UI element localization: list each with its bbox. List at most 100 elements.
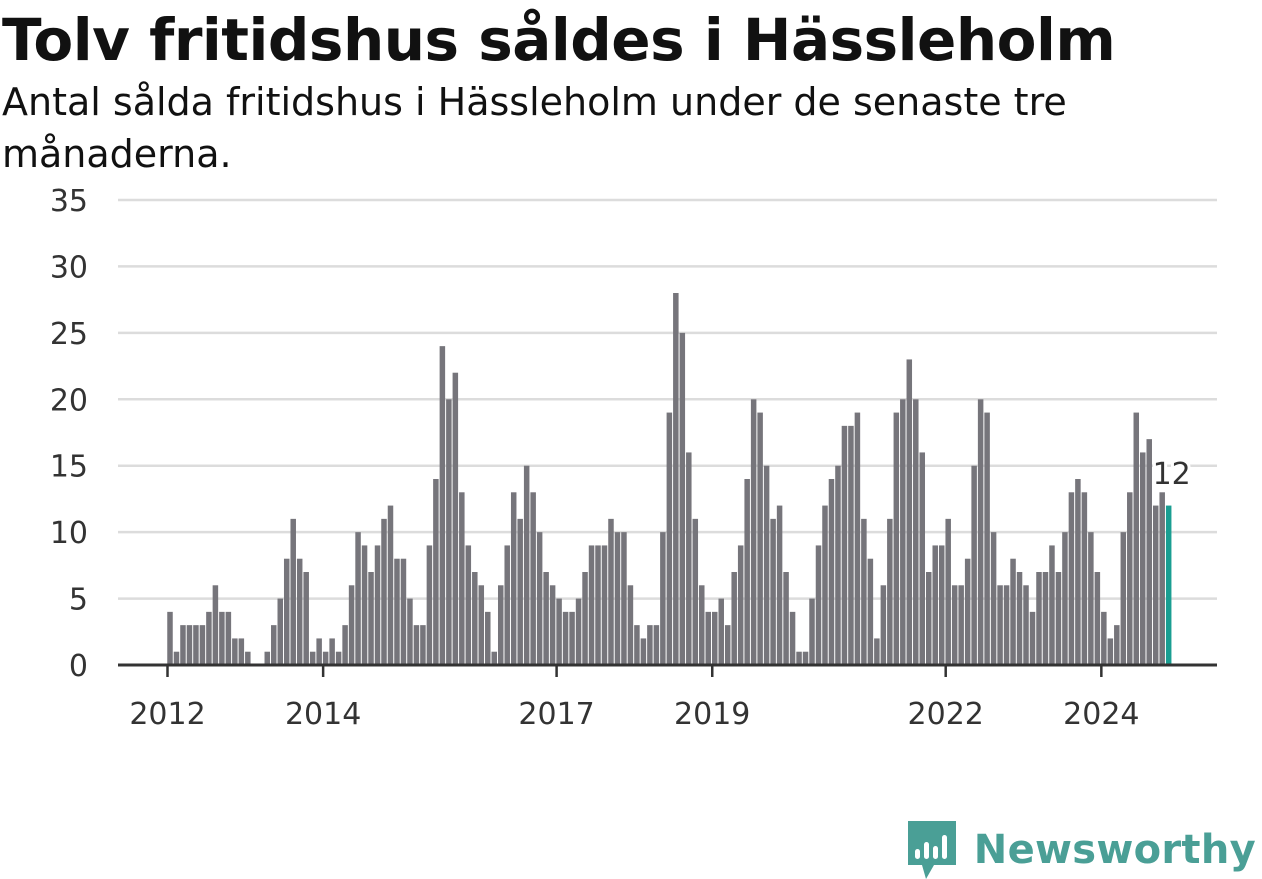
bar-65 (588, 545, 595, 665)
bar-38 (413, 625, 420, 665)
bar-50 (491, 651, 497, 665)
bar-127 (990, 532, 997, 665)
bar-18 (283, 558, 290, 665)
bar-104 (841, 425, 848, 665)
bar-82 (699, 585, 705, 665)
bar-80 (686, 452, 692, 665)
bar-152 (1152, 505, 1159, 665)
bar-123 (964, 558, 971, 665)
bar-63 (575, 598, 582, 665)
last-value-label: 12 (1153, 457, 1191, 492)
annotations: 12 (1150, 454, 1194, 495)
bar-26 (335, 651, 342, 665)
bar-20 (296, 558, 303, 665)
x-tick-label-2024: 2024 (1063, 697, 1139, 732)
y-tick-label-0: 0 (69, 649, 88, 684)
bar-3 (186, 625, 193, 665)
bar-56 (530, 492, 536, 665)
bar-144 (1101, 611, 1107, 665)
bar-43 (446, 399, 452, 665)
newsworthy-logo-icon (907, 821, 956, 879)
bars (167, 293, 1172, 665)
bar-21 (303, 572, 309, 665)
bar-72 (634, 625, 640, 665)
y-tick-label-25: 25 (50, 317, 88, 352)
bar-6 (206, 611, 212, 665)
x-tick-label-2019: 2019 (674, 697, 750, 732)
bar-44 (452, 372, 459, 665)
bar-42 (439, 346, 446, 665)
bar-122 (958, 585, 964, 665)
y-tick-label-15: 15 (50, 450, 88, 485)
bar-19 (290, 518, 296, 665)
bar-150 (1140, 452, 1146, 665)
brand-name: Newsworthy (973, 827, 1256, 873)
bar-27 (342, 625, 348, 665)
bar-24 (322, 651, 329, 665)
bar-95 (783, 572, 789, 665)
bar-131 (1016, 572, 1023, 665)
bar-17 (277, 598, 283, 665)
bar-105 (848, 425, 854, 665)
bar-9 (225, 611, 232, 665)
bar-111 (887, 518, 893, 665)
bar-142 (1088, 532, 1094, 665)
bar-112 (893, 412, 900, 665)
bar-141 (1081, 492, 1088, 665)
bar-100 (815, 545, 822, 665)
bar-37 (407, 598, 413, 665)
bar-89 (744, 479, 750, 665)
x-axis: 2012 2014 2017 2019 2022 2024 (118, 663, 1217, 732)
bar-125 (977, 399, 984, 665)
bar-120 (945, 518, 951, 665)
bar-117 (926, 572, 932, 665)
bar-30 (361, 545, 368, 665)
bar-115 (913, 399, 919, 665)
bar-132 (1023, 585, 1029, 665)
bar-114 (906, 359, 913, 665)
bar-147 (1120, 532, 1127, 665)
gridlines (118, 198, 1217, 600)
bar-58 (543, 572, 549, 665)
bar-121 (951, 585, 958, 665)
bar-140 (1075, 479, 1081, 665)
bar-99 (809, 598, 815, 665)
bar-5 (199, 625, 206, 665)
bar-73 (640, 638, 647, 665)
y-axis-labels: 0 5 10 15 20 25 30 35 (50, 184, 88, 684)
bar-47 (472, 572, 478, 665)
y-tick-label-10: 10 (50, 516, 88, 551)
bar-92 (763, 465, 770, 665)
bar-79 (679, 332, 686, 665)
bar-94 (776, 505, 783, 665)
bar-106 (854, 412, 861, 665)
bar-118 (932, 545, 938, 665)
bar-134 (1036, 572, 1042, 665)
bar-102 (828, 479, 835, 665)
x-tick-label-2017: 2017 (518, 697, 594, 732)
chart-subtitle: Antal sålda fritidshus i Hässleholm unde… (2, 80, 1067, 176)
bar-139 (1068, 492, 1075, 665)
bar-2 (180, 625, 186, 665)
bar-124 (971, 465, 977, 665)
bar-53 (510, 492, 517, 665)
bar-59 (549, 585, 556, 665)
bar-77 (666, 412, 673, 665)
chart-title: Tolv fritidshus såldes i Hässleholm (2, 6, 1116, 74)
bar-136 (1049, 545, 1055, 665)
bar-57 (536, 532, 543, 665)
bar-154 (1165, 505, 1172, 665)
bar-51 (497, 585, 504, 665)
y-tick-label-5: 5 (69, 583, 88, 618)
bar-22 (309, 651, 316, 665)
bar-7 (212, 585, 219, 665)
bar-35 (394, 558, 400, 665)
bar-71 (627, 585, 634, 665)
bar-69 (614, 532, 621, 665)
bar-145 (1107, 638, 1114, 665)
bar-67 (601, 545, 608, 665)
bar-78 (673, 293, 679, 665)
bar-8 (219, 611, 225, 665)
bar-85 (718, 598, 724, 665)
